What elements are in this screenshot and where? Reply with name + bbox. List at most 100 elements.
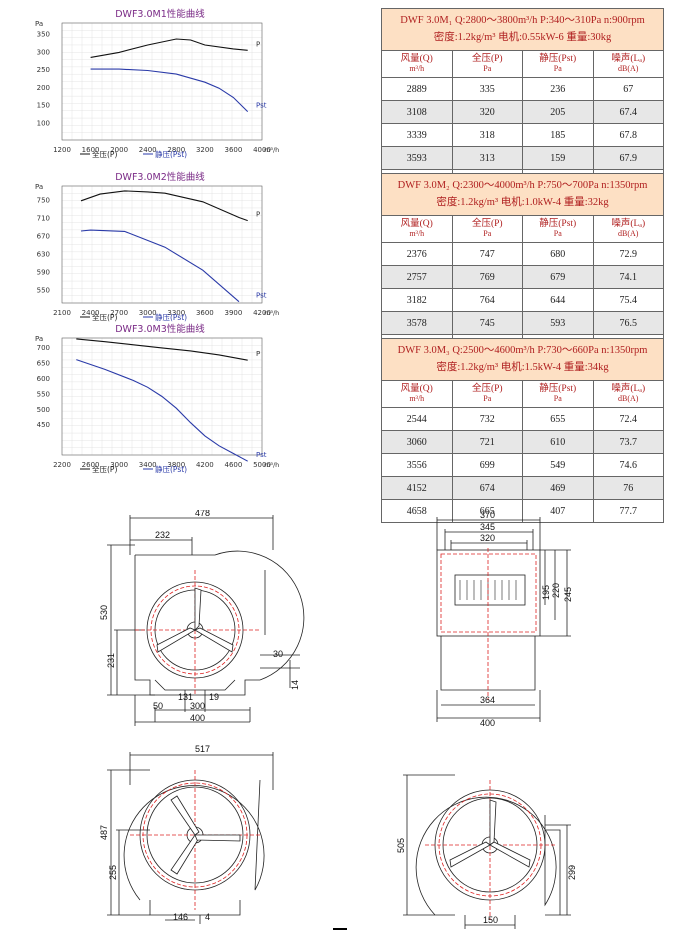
x-tick-label: 2700 (110, 309, 128, 317)
table-cell: 72.4 (592, 407, 664, 431)
x-tick-label: 4200 (196, 461, 214, 469)
dim-245: 245 (563, 587, 573, 602)
y-tick-label: 550 (37, 390, 50, 398)
column-header: 风量(Q) m³/h (381, 380, 453, 408)
column-name: 全压(P) (471, 384, 503, 394)
table-row: 3339 318 185 67.8 (381, 123, 664, 147)
x-unit: m³/h (264, 309, 279, 317)
table-cell: 679 (522, 265, 594, 289)
y-tick-label: 350 (37, 31, 50, 39)
dim-299: 299 (567, 865, 577, 880)
table-cell: 75.4 (592, 288, 664, 312)
table-cell: 3339 (381, 123, 453, 147)
dim-231: 231 (106, 653, 116, 668)
plot-frame (61, 22, 263, 141)
table-cell: 318 (451, 123, 523, 147)
dim-478: 478 (195, 510, 210, 518)
dim-517: 517 (195, 744, 210, 754)
table-header-line2: 密度:1.2kg/m³ 电机:1.5kW-4 重量:34kg (436, 362, 609, 373)
chart-title: DWF3.0M3性能曲线 (115, 323, 205, 335)
table-cell: 74.6 (592, 453, 664, 477)
y-tick-label: 650 (37, 360, 50, 368)
column-name: 静压(Pst) (539, 384, 577, 394)
dim-345: 345 (480, 522, 495, 532)
chart-svg: DWF3.0M2性能曲线 Pa m³/h 2100 2400 2700 3000 3300 36… (35, 171, 279, 322)
table-cell: 67 (592, 77, 664, 101)
x-tick-label: 3000 (139, 309, 157, 317)
table-cell: 4658 (381, 499, 453, 523)
chart-title: DWF3.0M1性能曲线 (115, 8, 205, 20)
column-unit: m³/h (409, 229, 425, 238)
column-unit: Pa (553, 394, 562, 403)
series-label-p: P (256, 350, 260, 358)
column-unit: Pa (553, 64, 562, 73)
dim-364: 364 (480, 695, 495, 705)
table-row: 3556 699 549 74.6 (381, 453, 664, 477)
table-row: 3182 764 644 75.4 (381, 288, 664, 312)
table-cell: 610 (522, 430, 594, 454)
table-cell: 3556 (381, 453, 453, 477)
table-cell: 745 (451, 311, 523, 335)
table-cell: 77.7 (592, 499, 664, 523)
column-name: 风量(Q) (400, 219, 433, 229)
series-label-p: P (256, 40, 260, 48)
series-line-p (80, 190, 248, 222)
column-name: 静压(Pst) (539, 54, 577, 64)
x-tick-label: 4000 (253, 146, 271, 154)
table-cell: 76 (592, 476, 664, 500)
dim-4: 4 (205, 912, 210, 922)
column-header: 静压(Pst) Pa (522, 215, 594, 243)
column-header-row: 风量(Q) m³/h 全压(P) Pa 静压(Pst) Pa 噪声(Lₐ) dB(A) (381, 380, 664, 408)
y-unit: Pa (35, 20, 43, 28)
column-unit: Pa (553, 229, 562, 238)
table-cell: 2757 (381, 265, 453, 289)
table-header: DWF 3.0M₂ Q:2300～4000m³/h P:750～700Pa n:… (381, 173, 664, 216)
chart-svg: DWF3.0M1性能曲线 Pa m³/h 1200 1600 2000 2400 2800 32… (35, 8, 279, 159)
x-tick-label: 2200 (53, 461, 71, 469)
table-cell: 3108 (381, 100, 453, 124)
table-cell: 665 (451, 499, 523, 523)
table-cell: 655 (522, 407, 594, 431)
y-tick-label: 550 (37, 287, 50, 295)
table-row: 3578 745 593 76.5 (381, 311, 664, 335)
column-unit: dB(A) (618, 229, 639, 238)
y-tick-label: 150 (37, 102, 50, 110)
dim-232: 232 (155, 530, 170, 540)
dim-400: 400 (190, 713, 205, 723)
table-cell: 159 (522, 146, 594, 170)
spec-table-m2: DWF 3.0M₂ Q:2300～4000m³/h P:750～700Pa n:… (381, 173, 664, 358)
column-unit: dB(A) (618, 64, 639, 73)
table-header-line1: DWF 3.0M₁ Q:2800～3800m³/h P:340～310Pa n:… (400, 15, 645, 26)
column-unit: Pa (483, 64, 492, 73)
y-tick-label: 450 (37, 421, 50, 429)
y-tick-label: 700 (37, 344, 50, 352)
table-row: 4152 674 469 76 (381, 476, 664, 500)
table-cell: 3578 (381, 311, 453, 335)
plot-frame (61, 337, 263, 456)
legend-label-static: 静压(Pst) (155, 149, 187, 159)
table-cell: 2544 (381, 407, 453, 431)
series-label-pst: Pst (256, 451, 267, 459)
table-cell: 747 (451, 242, 523, 266)
side-view-drawing: 478 232 530 231 30 14 131 19 50 300 400 (99, 510, 305, 726)
front-view-drawing: 370 345 320 195 220 245 364 400 (436, 510, 573, 728)
y-tick-label: 630 (37, 251, 50, 259)
series-label-p: P (256, 211, 260, 219)
dim-220: 220 (551, 583, 561, 598)
plot-frame (61, 185, 263, 304)
x-tick-label: 1200 (53, 146, 71, 154)
x-unit: m³/h (264, 461, 279, 469)
dim-487: 487 (99, 825, 109, 840)
x-tick-label: 3300 (167, 309, 185, 317)
dim-150: 150 (483, 915, 498, 925)
dim-530: 530 (99, 605, 109, 620)
y-tick-label: 300 (37, 48, 50, 56)
dim-400-front: 400 (480, 718, 495, 728)
table-cell: 3593 (381, 146, 453, 170)
page-footer-mark (333, 928, 347, 930)
spec-table-m1: DWF 3.0M₁ Q:2800～3800m³/h P:340～310Pa n:… (381, 8, 664, 193)
table-cell: 674 (451, 476, 523, 500)
table-cell: 76.5 (592, 311, 664, 335)
column-name: 噪声(Lₐ) (611, 219, 646, 229)
y-tick-label: 200 (37, 84, 50, 92)
